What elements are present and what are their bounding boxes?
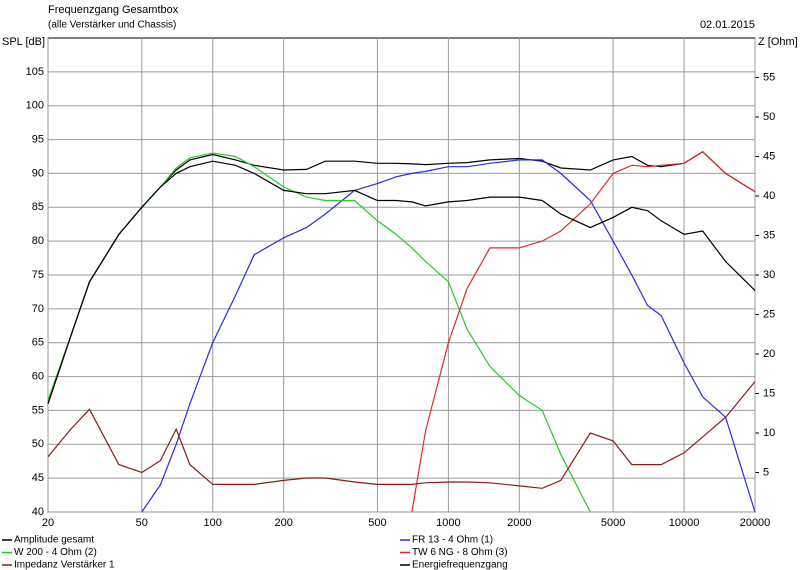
- y-tick-label: 65: [32, 337, 44, 349]
- y-tick-label: 100: [26, 100, 44, 112]
- y-tick-label: 50: [32, 438, 44, 450]
- legend-label: Amplitude gesamt: [14, 535, 94, 546]
- x-tick-label: 5000: [601, 517, 625, 529]
- legend-label: W 200 - 4 Ohm (2): [14, 547, 97, 558]
- y2-tick-label: 25: [763, 308, 775, 320]
- y2-tick-label: 40: [763, 190, 775, 202]
- x-tick-label: 100: [204, 517, 222, 529]
- series-line: [47, 381, 756, 489]
- y-tick-label: 90: [32, 167, 44, 179]
- x-tick-label: 20: [42, 517, 54, 529]
- y-tick-label: 45: [32, 472, 44, 484]
- y-tick-label: 55: [32, 404, 44, 416]
- legend-label: TW 6 NG - 8 Ohm (3): [412, 547, 508, 558]
- y-tick-label: 40: [32, 506, 44, 518]
- x-tick-label: 2000: [507, 517, 531, 529]
- series-line: [47, 151, 756, 404]
- y2-tick-label: 20: [763, 348, 775, 360]
- legend-label: Impedanz Verstärker 1: [14, 560, 115, 570]
- chart-title: Frequenzgang Gesamtbox: [48, 4, 179, 16]
- x-tick-label: 10000: [669, 517, 700, 529]
- legend-label: Energiefrequenzgang: [412, 560, 508, 570]
- y2-axis-label: Z [Ohm]: [758, 36, 798, 48]
- y2-tick-label: 35: [763, 229, 775, 241]
- y2-tick-label: 50: [763, 111, 775, 123]
- y-tick-label: 75: [32, 269, 44, 281]
- x-tick-label: 20000: [740, 517, 771, 529]
- x-tick-label: 1000: [436, 517, 460, 529]
- series-line: [141, 159, 756, 513]
- y2-tick-label: 45: [763, 150, 775, 162]
- date: 02.01.2015: [700, 19, 755, 31]
- y-axis-label: SPL [dB]: [2, 36, 45, 48]
- y-tick-label: 95: [32, 133, 44, 145]
- x-tick-label: 50: [136, 517, 148, 529]
- y2-tick-label: 55: [763, 71, 775, 83]
- y2-tick-label: 15: [763, 387, 775, 399]
- x-tick-label: 200: [274, 517, 292, 529]
- y-tick-label: 85: [32, 201, 44, 213]
- legend-label: FR 13 - 4 Ohm (1): [412, 535, 493, 546]
- y-tick-label: 80: [32, 235, 44, 247]
- y-tick-label: 60: [32, 370, 44, 382]
- y-tick-label: 105: [26, 66, 44, 78]
- y-tick-label: 70: [32, 303, 44, 315]
- series-line: [47, 160, 756, 404]
- y2-tick-label: 30: [763, 269, 775, 281]
- y2-tick-label: 10: [763, 427, 775, 439]
- y2-tick-label: 5: [763, 466, 769, 478]
- x-tick-label: 500: [368, 517, 386, 529]
- series-line: [411, 151, 756, 513]
- chart-subtitle: (alle Verstärker und Chassis): [48, 20, 176, 31]
